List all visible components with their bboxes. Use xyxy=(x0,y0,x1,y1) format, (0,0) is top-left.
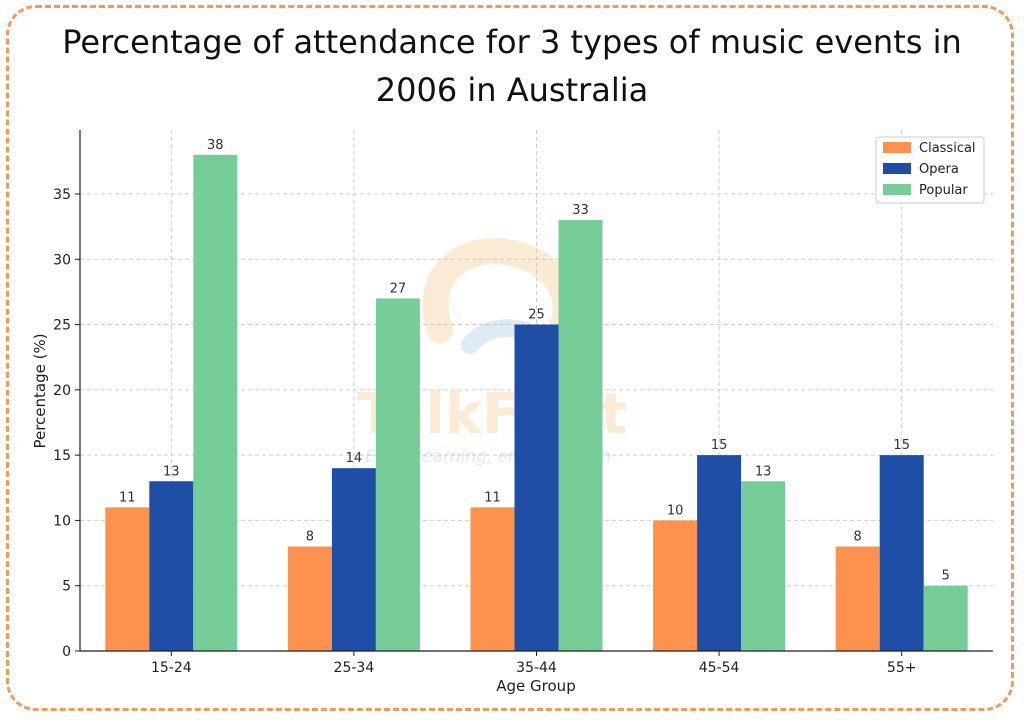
y-tick-label: 25 xyxy=(53,318,71,334)
bar-classical xyxy=(835,546,880,651)
bar-classical xyxy=(653,520,698,651)
chart-title-line-2: 2006 in Australia xyxy=(375,71,649,109)
bar-opera xyxy=(149,481,194,651)
y-tick-label: 15 xyxy=(53,448,71,464)
legend: Classical Opera Popular xyxy=(875,136,985,204)
y-tick-label: 20 xyxy=(53,383,71,399)
bar-classical xyxy=(470,507,515,651)
y-axis-label: Percentage (%) xyxy=(31,333,49,448)
y-tick-labels: 0 5 10 15 20 25 30 35 xyxy=(53,187,80,660)
x-tick-label: 35-44 xyxy=(516,660,557,676)
x-tick-label: 25-34 xyxy=(334,660,375,676)
legend-label-opera: Opera xyxy=(919,162,959,177)
x-tick-label: 55+ xyxy=(887,660,917,676)
bar-opera xyxy=(514,324,559,651)
bar-value-labels: 11 13 38 8 14 27 11 25 33 10 15 13 8 15 5 xyxy=(119,138,950,584)
bar-value-label: 13 xyxy=(755,464,772,479)
chart-title-line-1: Percentage of attendance for 3 types of … xyxy=(62,23,962,61)
bar-popular xyxy=(193,154,238,652)
legend-label-classical: Classical xyxy=(919,141,976,156)
bar-opera xyxy=(879,455,924,651)
x-tick-label: 45-54 xyxy=(699,660,740,676)
legend-swatch-popular xyxy=(883,184,911,195)
bar-popular xyxy=(558,220,603,651)
bar-value-label: 25 xyxy=(528,308,545,323)
bar-popular xyxy=(375,298,420,651)
bar-value-label: 14 xyxy=(346,451,363,466)
bar-value-label: 33 xyxy=(572,203,589,218)
legend-label-popular: Popular xyxy=(919,183,968,198)
bar-popular xyxy=(923,585,968,651)
bar-value-label: 10 xyxy=(667,503,684,518)
bar-value-label: 11 xyxy=(484,490,501,505)
legend-swatch-opera xyxy=(883,163,911,174)
bar-value-label: 11 xyxy=(119,490,136,505)
bar-popular xyxy=(741,481,786,651)
y-tick-label: 35 xyxy=(53,187,71,203)
y-tick-label: 5 xyxy=(62,579,71,595)
bar-value-label: 5 xyxy=(942,569,950,584)
bar-opera xyxy=(331,468,376,651)
x-axis-label: Age Group xyxy=(496,677,575,695)
bar-opera xyxy=(697,455,742,651)
legend-swatch-classical xyxy=(883,142,911,153)
bar-classical xyxy=(287,546,332,651)
chart-title: Percentage of attendance for 3 types of … xyxy=(0,18,1024,114)
bars xyxy=(105,154,968,652)
bar-value-label: 15 xyxy=(711,438,728,453)
y-tick-label: 30 xyxy=(53,252,71,268)
x-tick-label: 15-24 xyxy=(151,660,192,676)
bar-value-label: 38 xyxy=(207,138,224,153)
bar-classical xyxy=(105,507,150,651)
bar-value-label: 15 xyxy=(893,438,910,453)
bar-value-label: 8 xyxy=(306,530,314,545)
bar-value-label: 27 xyxy=(390,281,407,296)
x-tick-labels: 15-24 25-34 35-44 45-54 55+ xyxy=(151,651,917,676)
bar-value-label: 8 xyxy=(854,530,862,545)
y-tick-label: 10 xyxy=(53,513,71,529)
bar-value-label: 13 xyxy=(163,464,180,479)
y-tick-label: 0 xyxy=(62,644,71,660)
